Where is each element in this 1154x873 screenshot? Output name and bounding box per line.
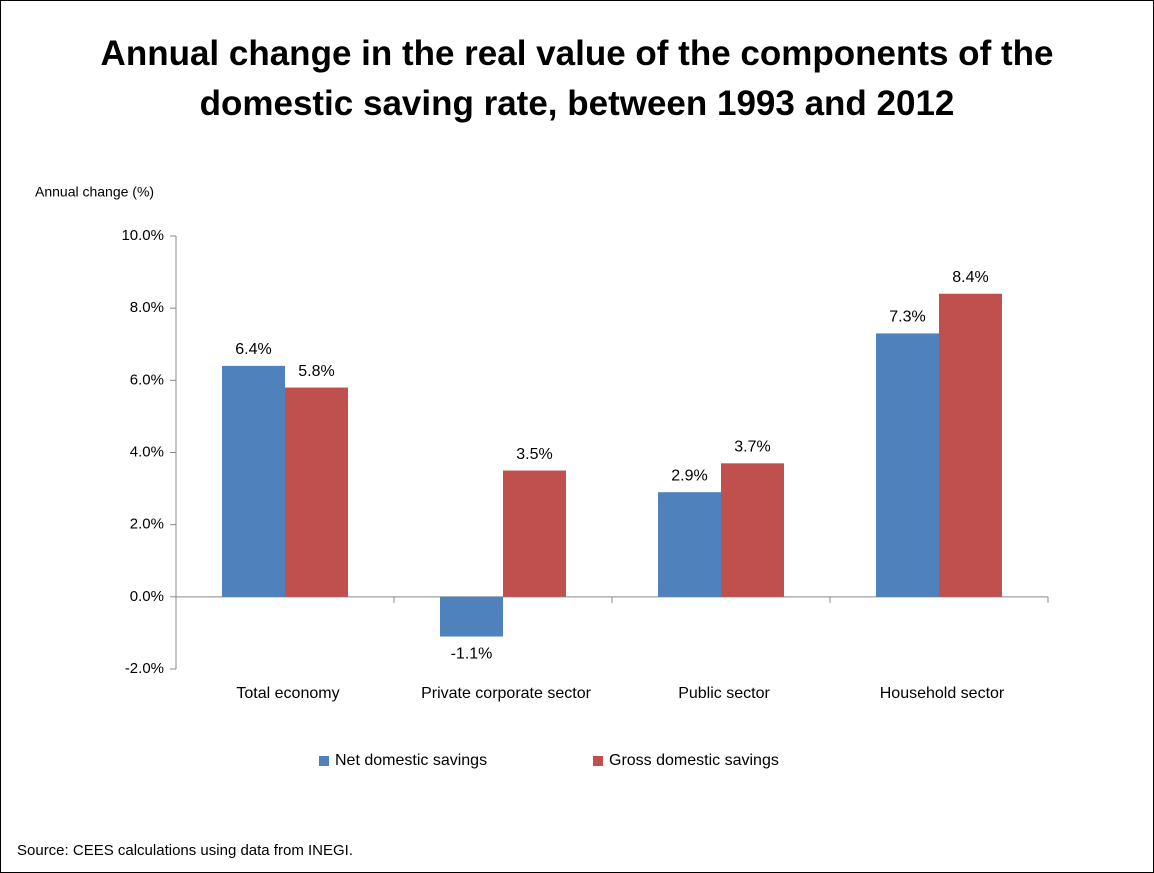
legend-label: Net domestic savings (335, 752, 487, 769)
data-label: 5.8% (298, 363, 334, 380)
chart-title: Annual change in the real value of the c… (100, 34, 1054, 123)
legend-swatch (593, 756, 603, 766)
x-tick-label: Total economy (236, 685, 340, 702)
x-tick-label: Private corporate sector (421, 685, 591, 702)
data-label: 8.4% (952, 269, 988, 286)
legend-label: Gross domestic savings (609, 752, 779, 769)
y-tick-label: -2.0% (125, 660, 164, 677)
y-tick-label: 0.0% (130, 588, 164, 605)
bar (503, 470, 566, 597)
data-label: 7.3% (889, 309, 925, 326)
bar (939, 293, 1002, 597)
y-tick-label: 6.0% (130, 371, 164, 388)
source: Source: CEES calculations using data fro… (17, 842, 353, 859)
bar (876, 333, 939, 597)
data-label: 6.4% (235, 341, 271, 358)
bar (721, 463, 784, 597)
x-tick-label: Public sector (678, 685, 770, 702)
bar (658, 492, 721, 597)
bar (285, 387, 348, 597)
data-label: -1.1% (451, 646, 493, 663)
y-tick-label: 8.0% (130, 299, 164, 316)
y-axis-label: Annual change (%) (35, 184, 154, 200)
y-tick-label: 10.0% (121, 227, 164, 244)
data-label: 2.9% (671, 467, 707, 484)
x-tick-label: Household sector (879, 685, 1005, 702)
data-label: 3.5% (516, 446, 552, 463)
data-label: 3.7% (734, 439, 770, 456)
bar (222, 365, 285, 597)
legend-swatch (319, 756, 329, 766)
y-tick-label: 4.0% (130, 443, 164, 460)
bar (440, 596, 503, 637)
y-tick-label: 2.0% (130, 516, 164, 533)
